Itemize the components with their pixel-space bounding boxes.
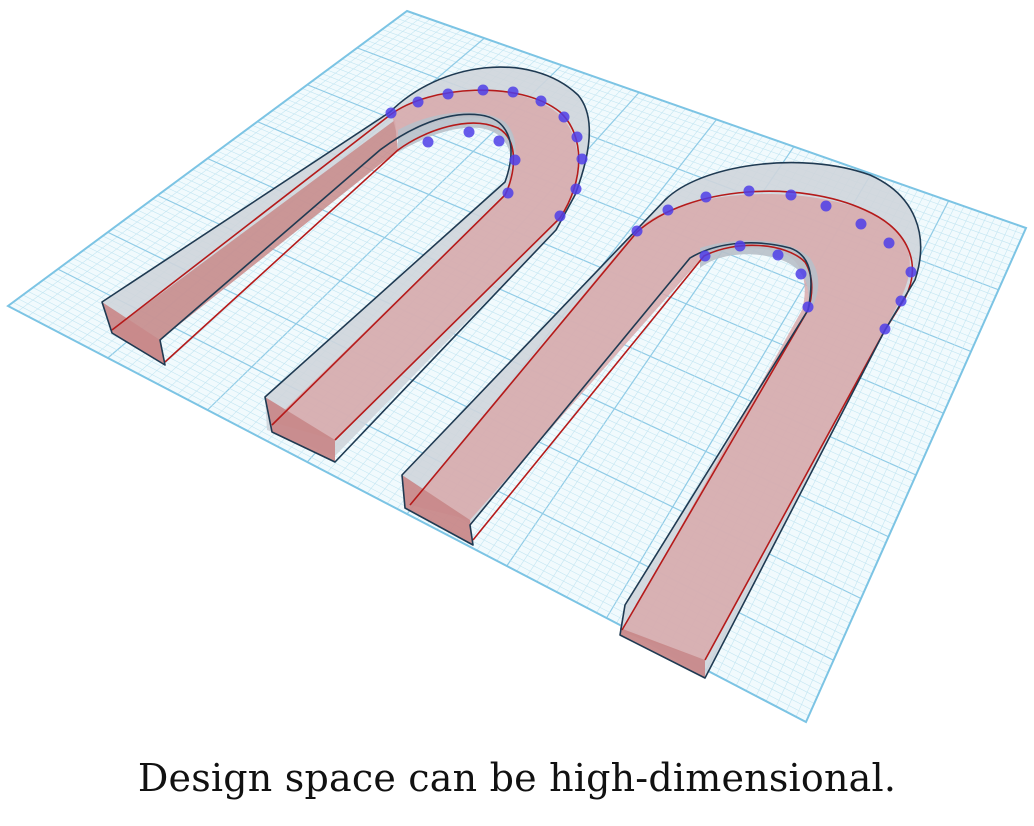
grid-line [725,206,965,681]
control-points [385,84,917,335]
control-point [883,237,895,249]
right-u-inner-wall [700,240,819,310]
control-point [905,266,917,278]
control-point [412,96,424,108]
control-point [772,249,784,261]
control-point [493,135,505,147]
left-u-inner-highlight [272,90,578,440]
control-point [554,210,566,222]
grid-line [795,225,1019,717]
control-point [507,86,519,98]
grid-line [785,222,1011,712]
control-point [570,183,582,195]
control-point [422,136,434,148]
design-space-illustration [6,9,1028,724]
control-point [477,84,489,96]
control-point [463,126,475,138]
control-point [631,225,643,237]
control-point [743,185,755,197]
left-u-outer-leg-face [112,120,398,365]
control-point [509,154,521,166]
control-point [576,153,588,165]
control-point [699,250,711,262]
caption: Design space can be high-dimensional. [137,756,897,800]
control-point [795,268,807,280]
control-point [734,240,746,252]
control-point [802,301,814,313]
left-u-outline [101,66,591,463]
control-point [385,107,397,119]
left-u-inner-curve [164,122,515,426]
grid-line [755,214,988,697]
control-point [879,323,891,335]
control-point [571,131,583,143]
control-point [820,200,832,212]
control-point [558,111,570,123]
grid-line [745,211,980,691]
left-u-outer-leg-end [102,302,165,365]
left-u-inner-leg-end [265,397,335,462]
right-u-inner-curve [472,244,813,631]
grid-plate-edge [6,9,1028,724]
grid-line [715,203,957,676]
right-u-shape [401,161,922,679]
grid-line [765,217,996,702]
control-point [502,187,514,199]
control-point [442,88,454,100]
control-point [895,295,907,307]
grid-line [775,219,1004,707]
right-u-inner-highlight [410,194,910,661]
control-point [662,204,674,216]
grid-line [735,208,973,686]
control-point [855,218,867,230]
control-point [785,189,797,201]
left-u-inner-wall [398,112,516,190]
control-point [535,95,547,107]
control-point [700,191,712,203]
right-u-inner-leg-end [620,628,705,678]
